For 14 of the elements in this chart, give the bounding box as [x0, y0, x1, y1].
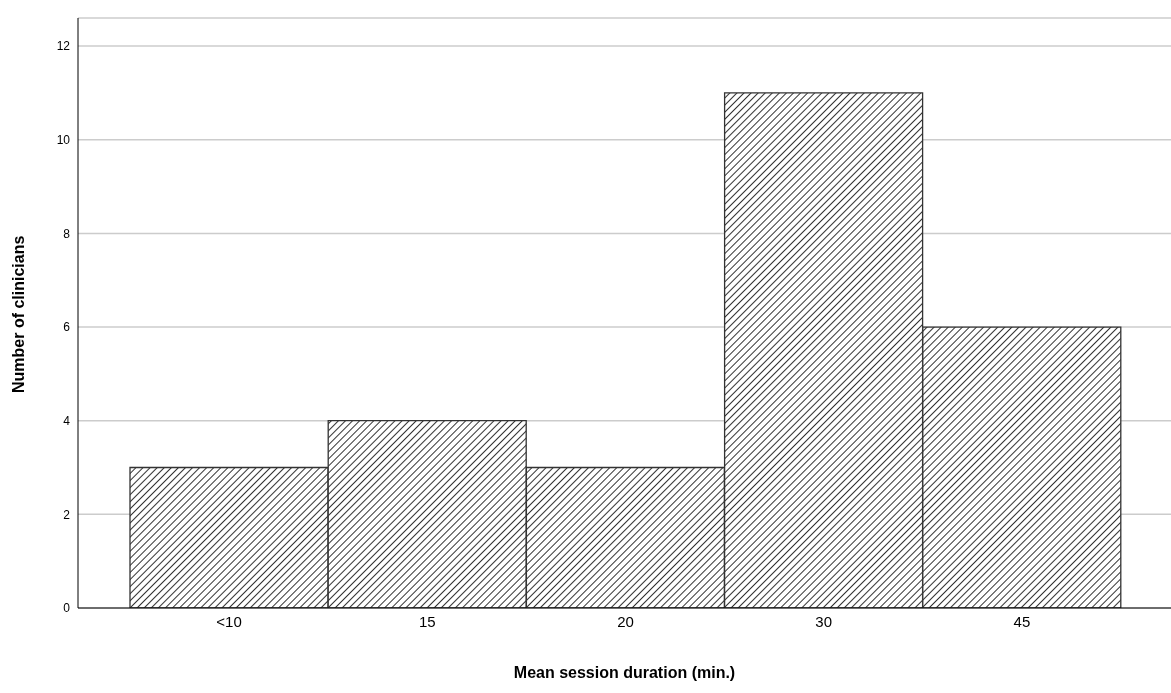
y-tick-label: 6 — [63, 320, 71, 335]
y-tick-label: 8 — [63, 226, 71, 241]
x-axis-title: Mean session duration (min.) — [513, 664, 736, 681]
y-tick-label: 10 — [56, 133, 71, 148]
y-tick-label: 4 — [63, 413, 71, 428]
x-tick-label: 45 — [1013, 612, 1031, 630]
x-tick-label: 30 — [815, 612, 833, 630]
y-tick-label: 2 — [63, 507, 71, 522]
y-tick-label: 12 — [56, 39, 71, 54]
x-tick-label: 20 — [617, 612, 634, 630]
y-tick-label: 0 — [63, 601, 71, 616]
y-axis-title: Number of clinicians — [9, 235, 27, 393]
x-tick-label: <10 — [216, 612, 242, 630]
x-tick-label: 15 — [418, 612, 436, 630]
